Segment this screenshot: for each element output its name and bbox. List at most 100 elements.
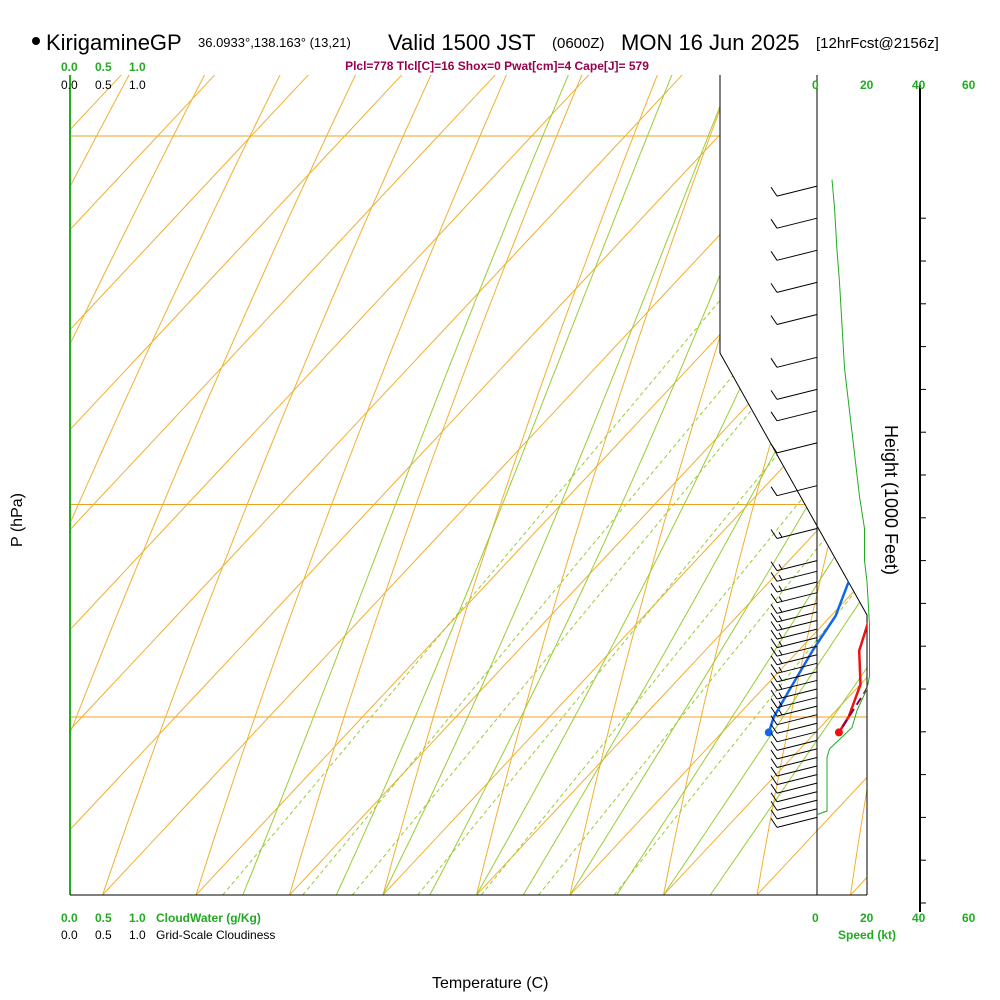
wind-barb	[770, 722, 818, 734]
wind-barb-staff	[776, 581, 818, 593]
wind-barb	[770, 314, 818, 325]
dry-adiabat-line	[850, 75, 867, 895]
surface-temp-dot	[834, 728, 843, 737]
wind-barb-half-flag	[778, 531, 783, 538]
cloudwater-tick-bottom-0: 0.0	[61, 911, 78, 925]
wind-barb	[770, 581, 818, 593]
speed-tick-top-3: 60	[962, 78, 976, 92]
wind-barb-staff	[776, 637, 818, 649]
cloudwater-tick-top-1: 0.5	[95, 60, 112, 74]
wind-barb-flag	[770, 529, 778, 539]
wind-barb-staff	[776, 714, 818, 726]
wind-barb-staff	[776, 628, 818, 640]
wind-barb-staff	[776, 722, 818, 734]
wind-barb	[770, 739, 818, 751]
wind-barb-staff	[776, 560, 818, 572]
wind-barb-flag	[770, 698, 778, 708]
wind-barb	[770, 679, 818, 691]
wind-barb-flag	[770, 706, 778, 717]
wind-barb-flag	[770, 801, 778, 811]
wind-barb-half-flag	[778, 585, 783, 592]
wind-barb-flag	[770, 792, 778, 802]
wind-barb-staff	[776, 799, 818, 811]
x-axis-title: Temperature (C)	[432, 975, 548, 992]
wind-barb-flag	[770, 732, 778, 743]
isotherm-line	[476, 75, 867, 895]
wind-barb	[770, 756, 818, 768]
wind-barb-flag	[770, 186, 778, 197]
wind-barb	[770, 592, 818, 604]
dry-adiabat-line	[944, 0, 1000, 895]
wind-barb-half-flag	[778, 574, 783, 581]
wind-barb-flag	[770, 582, 778, 593]
wind-barb-half-flag	[778, 649, 783, 656]
dewpoint-line	[767, 75, 867, 733]
cloudwater-tick-top-0: 0.0	[61, 60, 78, 74]
speed-tick-top-0: 0	[812, 78, 819, 92]
wind-barb-staff	[776, 356, 818, 368]
wind-barb-staff	[776, 645, 818, 657]
wind-barb	[770, 791, 818, 803]
wind-barb-flag	[770, 283, 778, 293]
wind-barb-staff	[776, 697, 818, 709]
dry-adiabat-line	[476, 75, 867, 895]
dry-adiabat-line	[195, 75, 842, 895]
wind-barb-staff	[776, 791, 818, 803]
valid-date: MON 16 Jun 2025	[621, 30, 800, 55]
wind-barb	[770, 620, 818, 632]
wind-barb-staff	[776, 388, 818, 400]
wind-barb	[770, 356, 818, 368]
wind-barb-staff	[776, 782, 818, 794]
wind-barb-flag	[770, 646, 778, 657]
isotherm-line	[70, 75, 867, 895]
dry-adiabat-line	[756, 75, 867, 895]
wind-barb-half-flag	[778, 606, 783, 613]
mixing-ratio-line	[417, 75, 867, 895]
wind-barb	[770, 816, 818, 828]
speed-tick-bottom-1: 20	[860, 911, 874, 925]
dry-adiabat-line	[382, 75, 867, 895]
wind-barb	[770, 528, 818, 539]
wind-barb	[770, 217, 818, 229]
dry-adiabat-line	[289, 75, 867, 895]
cloudiness-tick-bottom-1: 0.5	[95, 928, 112, 942]
cloudwater-tick-bottom-2: 1.0	[129, 911, 146, 925]
wind-barb-half-flag	[778, 596, 783, 602]
height-axis-title: Height (1000 Feet)	[881, 425, 901, 575]
cloudiness-tick-top-2: 1.0	[129, 78, 146, 92]
forecast-info: [12hrFcst@2156z]	[816, 35, 939, 52]
dry-adiabat-line	[102, 75, 779, 895]
wind-barb-staff	[776, 774, 818, 786]
speed-tick-bottom-3: 60	[962, 911, 976, 925]
wind-barb-flag	[770, 783, 778, 794]
wind-barb	[770, 671, 818, 683]
wind-barb-flag	[770, 741, 778, 751]
wind-barb	[770, 570, 818, 582]
wind-barb-staff	[776, 314, 818, 325]
wind-barb-flag	[770, 390, 778, 400]
wind-barb-staff	[776, 765, 818, 777]
wind-barb-staff	[776, 570, 818, 582]
wind-barb-half-flag	[778, 624, 783, 630]
isotherm-line	[195, 75, 867, 895]
diagram-grid	[70, 0, 1000, 895]
wind-barb	[770, 765, 818, 777]
isotherm-line	[102, 75, 867, 895]
isotherm-line	[70, 75, 867, 895]
wind-barb-flag	[770, 775, 778, 785]
wind-barb	[770, 705, 818, 717]
wind-barb-flag	[770, 818, 778, 828]
wind-barb	[770, 714, 818, 726]
wind-barb-flag	[770, 723, 778, 734]
wind-barb-staff	[776, 217, 818, 229]
wind-barb-half-flag	[778, 683, 783, 690]
isotherm-line	[70, 75, 867, 895]
wind-barb	[770, 442, 818, 454]
wind-barb-flag	[770, 612, 778, 623]
wind-barb-flag	[770, 809, 778, 820]
moist-adiabat-line	[709, 75, 867, 895]
wind-barb-staff	[776, 679, 818, 691]
moist-adiabat-line	[663, 75, 867, 895]
wind-barb	[770, 688, 818, 700]
